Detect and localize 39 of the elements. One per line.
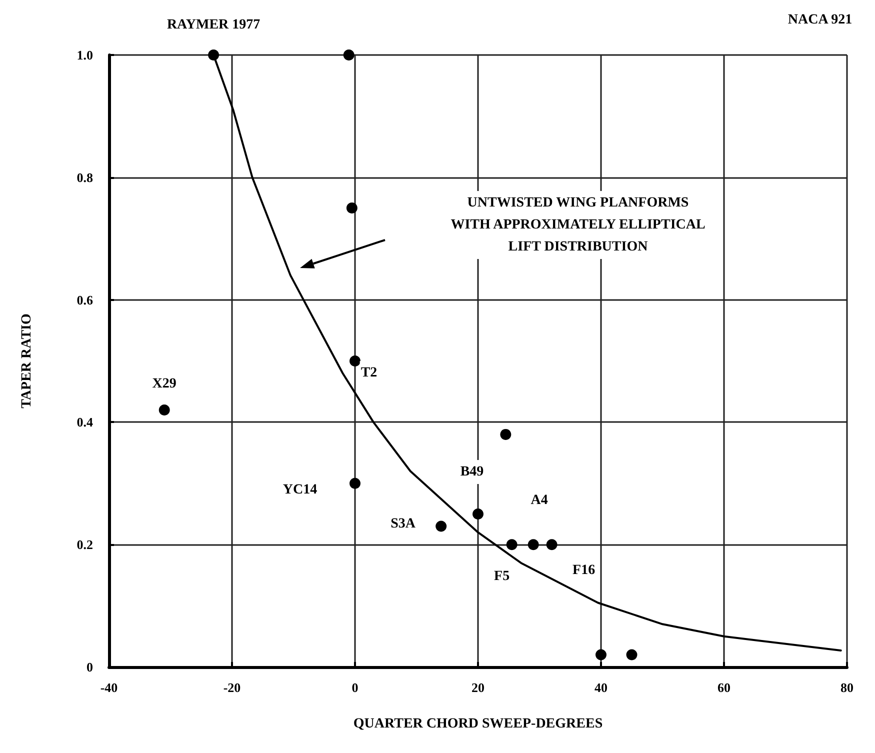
point (500, 428, 512, 440)
point (528, 539, 539, 550)
y-tick-label: 0.8 (76, 170, 94, 185)
point (596, 649, 606, 660)
x-axis-title: QUARTER CHORD SWEEP-DEGREES (353, 716, 603, 732)
point (546, 539, 558, 550)
annotation: F16 (572, 563, 596, 578)
x-tick-label: 0 (352, 680, 358, 695)
point (350, 478, 360, 489)
annotation: X29 (152, 376, 176, 392)
annotation: A4 (530, 493, 548, 508)
y-tick-label: 0.4 (76, 414, 94, 430)
x-tick-label: -40 (100, 680, 118, 695)
text: NACA 921 (788, 12, 852, 28)
annotation: T2 (360, 366, 378, 380)
y-tick-label: 0.2 (76, 537, 93, 552)
point (436, 520, 447, 532)
x-tick-label: 60 (718, 680, 730, 695)
point (158, 404, 170, 416)
y-axis-title: TAPER RATIO (20, 314, 34, 408)
x-tick-label: 40 (594, 680, 608, 695)
annotation: B49 (460, 464, 484, 480)
point (626, 649, 638, 660)
annotation: F5 (494, 569, 510, 584)
annotation: YC14 (282, 482, 318, 498)
x-tick-label: 80 (840, 680, 854, 695)
y-tick-label: 1.0 (76, 48, 93, 62)
point (343, 50, 354, 60)
point (506, 539, 518, 550)
y-tick-label: 0 (86, 660, 93, 674)
y-tick-label: 0.6 (76, 292, 94, 308)
x-tick-label: -20 (223, 680, 241, 695)
point (472, 508, 484, 520)
annotation: RAYMER 1977 (166, 18, 260, 32)
point (346, 202, 358, 214)
annotation: S3A (390, 516, 416, 532)
point (350, 356, 360, 366)
x-tick-label: 20 (472, 680, 484, 695)
annotation: UNTWISTED WING PLANFORMS WITH APPROXIMATELY ELLIPTICAL LIFT DISTRIBUTION (450, 196, 706, 254)
